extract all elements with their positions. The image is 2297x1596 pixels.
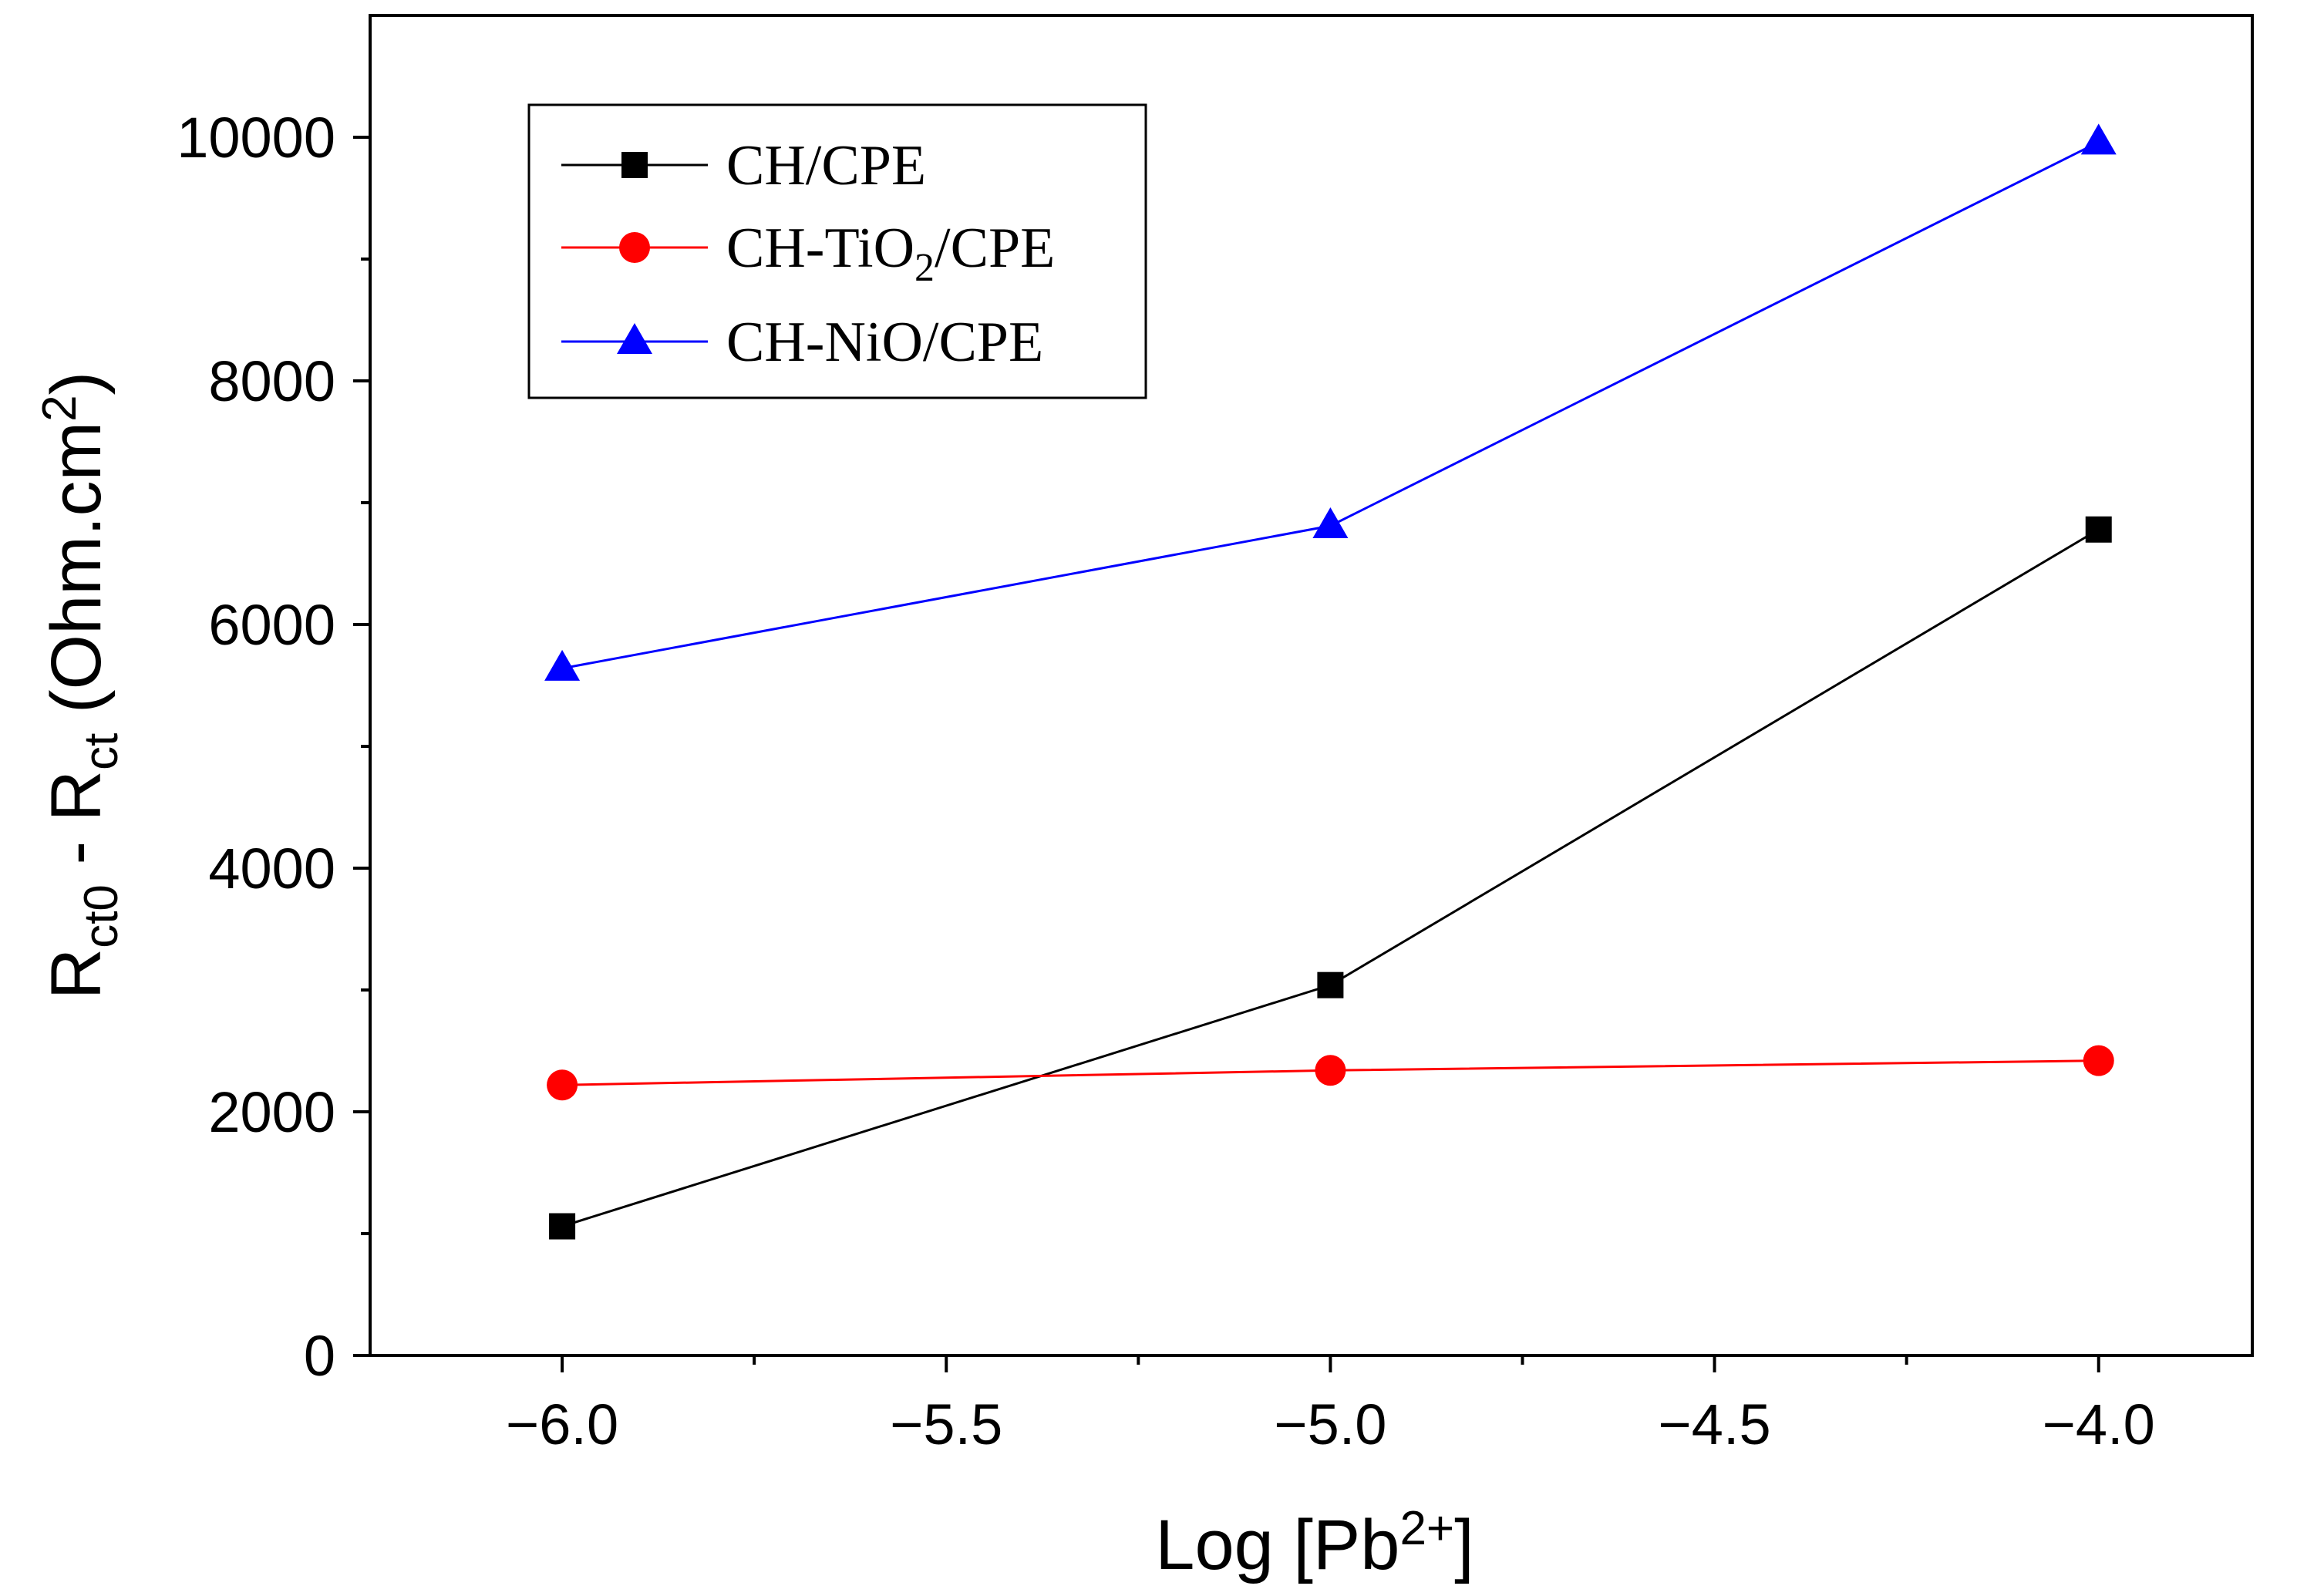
x-axis-title-close: ] [1454, 1506, 1474, 1584]
x-axis-title-main: Log [Pb [1155, 1506, 1399, 1584]
major-ticks [353, 136, 2100, 1372]
x-tick-labels: −6.0 −5.5 −5.0 −4.5 −4.0 [506, 1392, 2155, 1456]
y-axis-title-unit: (Ohm.cm [37, 422, 116, 733]
y-tick-label: 6000 [208, 593, 335, 657]
legend: CH/CPE CH-TiO2/CPE CH-NiO/CPE [527, 103, 1147, 399]
series-markers [544, 123, 2117, 1240]
legend-label-ch-cpe: CH/CPE [726, 134, 926, 197]
y-tick-label: 8000 [208, 349, 335, 413]
legend-marker-ch-tio2-cpe [619, 232, 650, 263]
y-tick-label: 10000 [177, 106, 335, 170]
x-axis-title-superscript: 2+ [1399, 1502, 1454, 1555]
x-tick-label: −6.0 [506, 1392, 618, 1456]
x-tick-label: −4.5 [1659, 1392, 1771, 1456]
data-point-ch-nio-cpe [544, 649, 581, 681]
y-tick-labels: 0 2000 4000 6000 8000 10000 [177, 106, 335, 1388]
data-point-ch-tio2-cpe [547, 1069, 578, 1101]
data-point-ch-tio2-cpe [1315, 1055, 1346, 1086]
legend-marker-ch-cpe [621, 152, 648, 178]
x-tick-label: −5.5 [890, 1392, 1002, 1456]
data-point-ch-cpe [1317, 971, 1344, 998]
data-point-ch-tio2-cpe [2083, 1045, 2114, 1076]
x-axis-title: Log [Pb2+] [1155, 1502, 1474, 1584]
y-tick-label: 0 [304, 1324, 335, 1388]
y-axis-title-r1: R [37, 948, 116, 999]
data-point-ch-cpe [549, 1213, 576, 1240]
y-axis-title-superscript: 2 [33, 395, 86, 421]
y-tick-label: 4000 [208, 837, 335, 901]
legend-label-ch-tio2-cpe: CH-TiO2/CPE [726, 217, 1055, 290]
plot-frame [369, 14, 2254, 1357]
minor-ticks [361, 258, 1908, 1365]
y-axis-title: Rct0 - Rct (Ohm.cm2) [33, 372, 128, 1000]
y-axis-title-mid: - R [37, 770, 116, 884]
x-tick-label: −5.0 [1274, 1392, 1386, 1456]
y-axis-title-sub1: ct0 [75, 884, 128, 948]
data-point-ch-nio-cpe [1312, 507, 1349, 539]
legend-label-ch-nio-cpe: CH-NiO/CPE [726, 311, 1043, 374]
legend-marker-ch-nio-cpe [617, 323, 652, 354]
x-tick-label: −4.0 [2043, 1392, 2155, 1456]
data-point-ch-cpe [2085, 516, 2112, 543]
y-axis-title-close: ) [37, 372, 116, 396]
y-axis-title-sub2: ct [75, 733, 128, 770]
data-point-ch-nio-cpe [2080, 123, 2117, 155]
series-line-ch-cpe [561, 528, 2100, 1227]
y-tick-label: 2000 [208, 1080, 335, 1144]
